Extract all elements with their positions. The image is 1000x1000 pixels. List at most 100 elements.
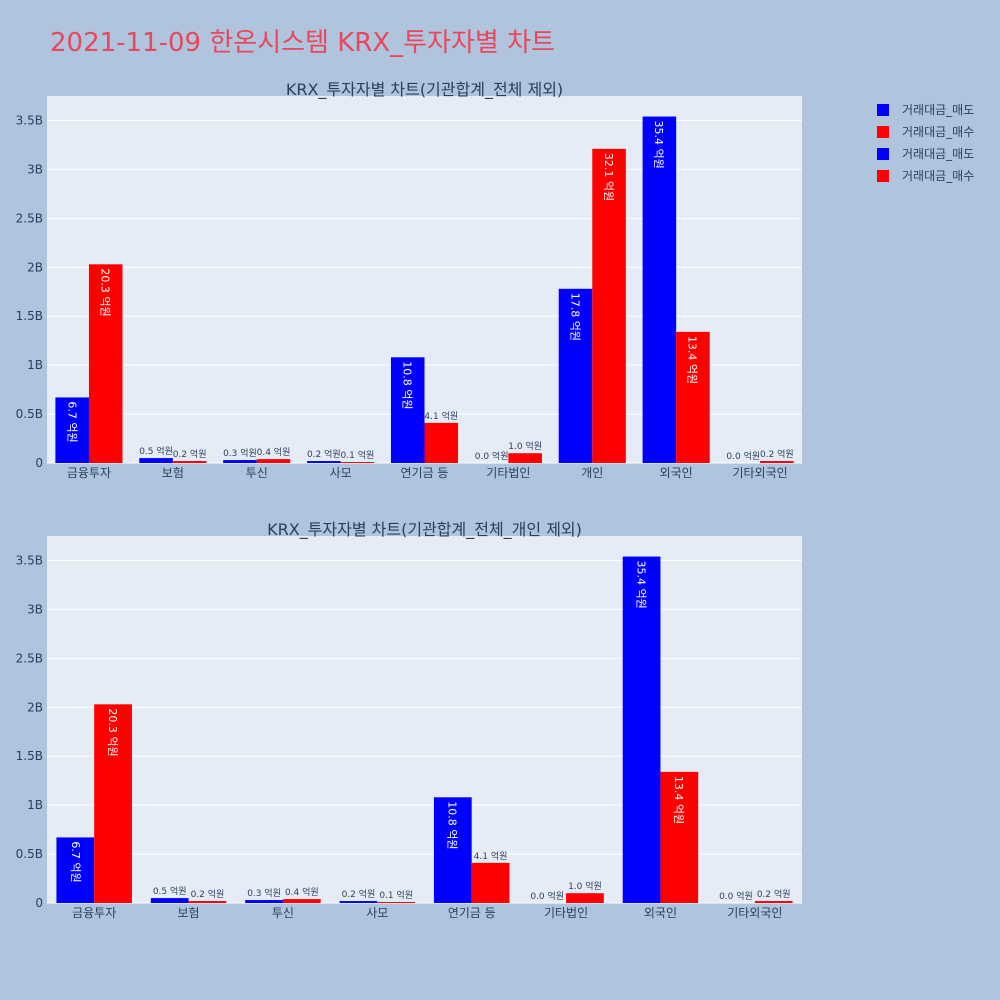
bar-sell (307, 461, 341, 463)
y-tick-label: 1B (27, 798, 43, 812)
bar-sell (558, 288, 593, 463)
x-tick-label: 개인 (581, 466, 603, 480)
chart-2: 0 0.5B 1B 1.5B 2B 2.5B 3B 3.5B KRX_투자자별 차트(기관합계_… (16, 520, 802, 920)
data-label: 4.1 억원 (424, 410, 458, 422)
y-tick-label: 3B (27, 162, 43, 176)
data-label: 0.0 억원 (726, 450, 760, 462)
legend-item: 거래대금_매수 (902, 125, 974, 139)
y-tick-label: 3.5B (16, 113, 43, 127)
data-label: 1.0 억원 (508, 440, 542, 452)
y-tick-label: 3B (27, 602, 43, 616)
data-label: 32.1 억원 (602, 153, 615, 201)
data-label: 20.3 억원 (106, 708, 119, 756)
bar-buy (471, 862, 510, 903)
legend-item: 거래대금_매도 (902, 147, 974, 161)
bar-sell (56, 837, 95, 903)
y-tick-label: 0 (35, 896, 43, 910)
data-label: 13.4 억원 (686, 336, 699, 384)
bar-sell (223, 460, 257, 463)
data-label: 20.3 억원 (98, 268, 111, 316)
x-tick-label: 사모 (366, 906, 388, 920)
data-label: 0.2 억원 (173, 448, 207, 460)
bar-sell (139, 458, 173, 463)
x-tick-label: 기타외국인 (732, 466, 787, 480)
bar-sell (642, 116, 677, 463)
bar-buy (592, 148, 626, 463)
bar-sell (433, 797, 472, 903)
data-label: 0.2 억원 (307, 448, 341, 460)
y-tick-label: 0 (35, 456, 43, 470)
x-tick-label: 외국인 (644, 906, 677, 920)
bar-sell (622, 556, 661, 903)
y-tick-label: 2.5B (16, 651, 43, 665)
y-tick-label: 2B (27, 700, 43, 714)
data-label: 0.0 억원 (475, 450, 509, 462)
bar-buy (754, 901, 793, 903)
data-label: 0.0 억원 (719, 890, 753, 902)
data-label: 6.7 억원 (69, 841, 82, 882)
bar-sell (245, 900, 283, 903)
legend-swatch (877, 170, 889, 182)
y-tick-label: 0.5B (16, 407, 43, 421)
data-label: 0.4 억원 (285, 886, 319, 898)
chart-1: 0 0.5B 1B 1.5B 2B 2.5B 3B 3.5B KRX_투자자별 차트(기관합계_… (16, 80, 802, 480)
y-tick-label: 3.5B (16, 553, 43, 567)
x-tick-label: 금융투자 (67, 466, 111, 480)
x-tick-label: 외국인 (660, 466, 693, 480)
y-tick-label: 1.5B (16, 749, 43, 763)
x-tick-label: 금융투자 (72, 906, 116, 920)
bar-buy (760, 461, 794, 463)
bar-sell (390, 357, 425, 463)
data-label: 10.8 억원 (400, 361, 413, 409)
x-tick-label: 투신 (246, 466, 268, 480)
bar-buy (566, 893, 604, 903)
data-label: 0.1 억원 (341, 449, 375, 461)
data-label: 1.0 억원 (568, 880, 602, 892)
legend-swatch (877, 148, 889, 160)
data-label: 0.3 억원 (247, 887, 281, 899)
x-tick-label: 기타법인 (486, 466, 530, 480)
bar-buy (188, 901, 227, 903)
bar-buy (340, 462, 375, 463)
y-tick-label: 2.5B (16, 211, 43, 225)
x-tick-label: 보험 (178, 906, 200, 920)
bar-buy (172, 461, 207, 463)
legend-item: 거래대금_매수 (902, 169, 974, 183)
data-label: 10.8 억원 (446, 801, 459, 849)
data-label: 0.0 억원 (530, 890, 564, 902)
data-label: 0.4 억원 (257, 446, 291, 458)
data-label: 0.2 억원 (757, 888, 791, 900)
bar-sell (150, 898, 189, 903)
data-label: 6.7 억원 (66, 401, 79, 442)
y-tick-label: 2B (27, 260, 43, 274)
x-tick-label: 기타외국인 (727, 906, 782, 920)
chart-title: KRX_투자자별 차트(기관합계_전체 제외) (286, 80, 563, 100)
bar-buy (660, 771, 699, 903)
bar-buy (377, 902, 416, 903)
data-label: 13.4 억원 (672, 776, 685, 824)
bar-buy (676, 331, 710, 463)
y-tick-label: 0.5B (16, 847, 43, 861)
bar-buy (508, 453, 542, 463)
data-label: 0.5 억원 (139, 445, 173, 457)
data-label: 4.1 억원 (474, 850, 508, 862)
data-label: 0.2 억원 (760, 448, 794, 460)
bar-sell (339, 901, 378, 903)
data-label: 0.5 억원 (153, 885, 187, 897)
bar-buy (88, 264, 123, 463)
bar-sell (55, 397, 89, 463)
x-tick-label: 보험 (162, 466, 184, 480)
legend-item: 거래대금_매도 (902, 103, 974, 117)
data-label: 0.2 억원 (191, 888, 225, 900)
x-tick-label: 연기금 등 (401, 466, 449, 480)
x-tick-label: 기타법인 (544, 906, 588, 920)
data-label: 0.2 억원 (342, 888, 376, 900)
legend-swatch (877, 126, 889, 138)
y-tick-label: 1.5B (16, 309, 43, 323)
x-tick-label: 연기금 등 (448, 906, 496, 920)
data-label: 0.1 억원 (379, 889, 413, 901)
data-label: 0.3 억원 (223, 447, 257, 459)
chart-title: KRX_투자자별 차트(기관합계_전체_개인 제외) (267, 520, 582, 540)
